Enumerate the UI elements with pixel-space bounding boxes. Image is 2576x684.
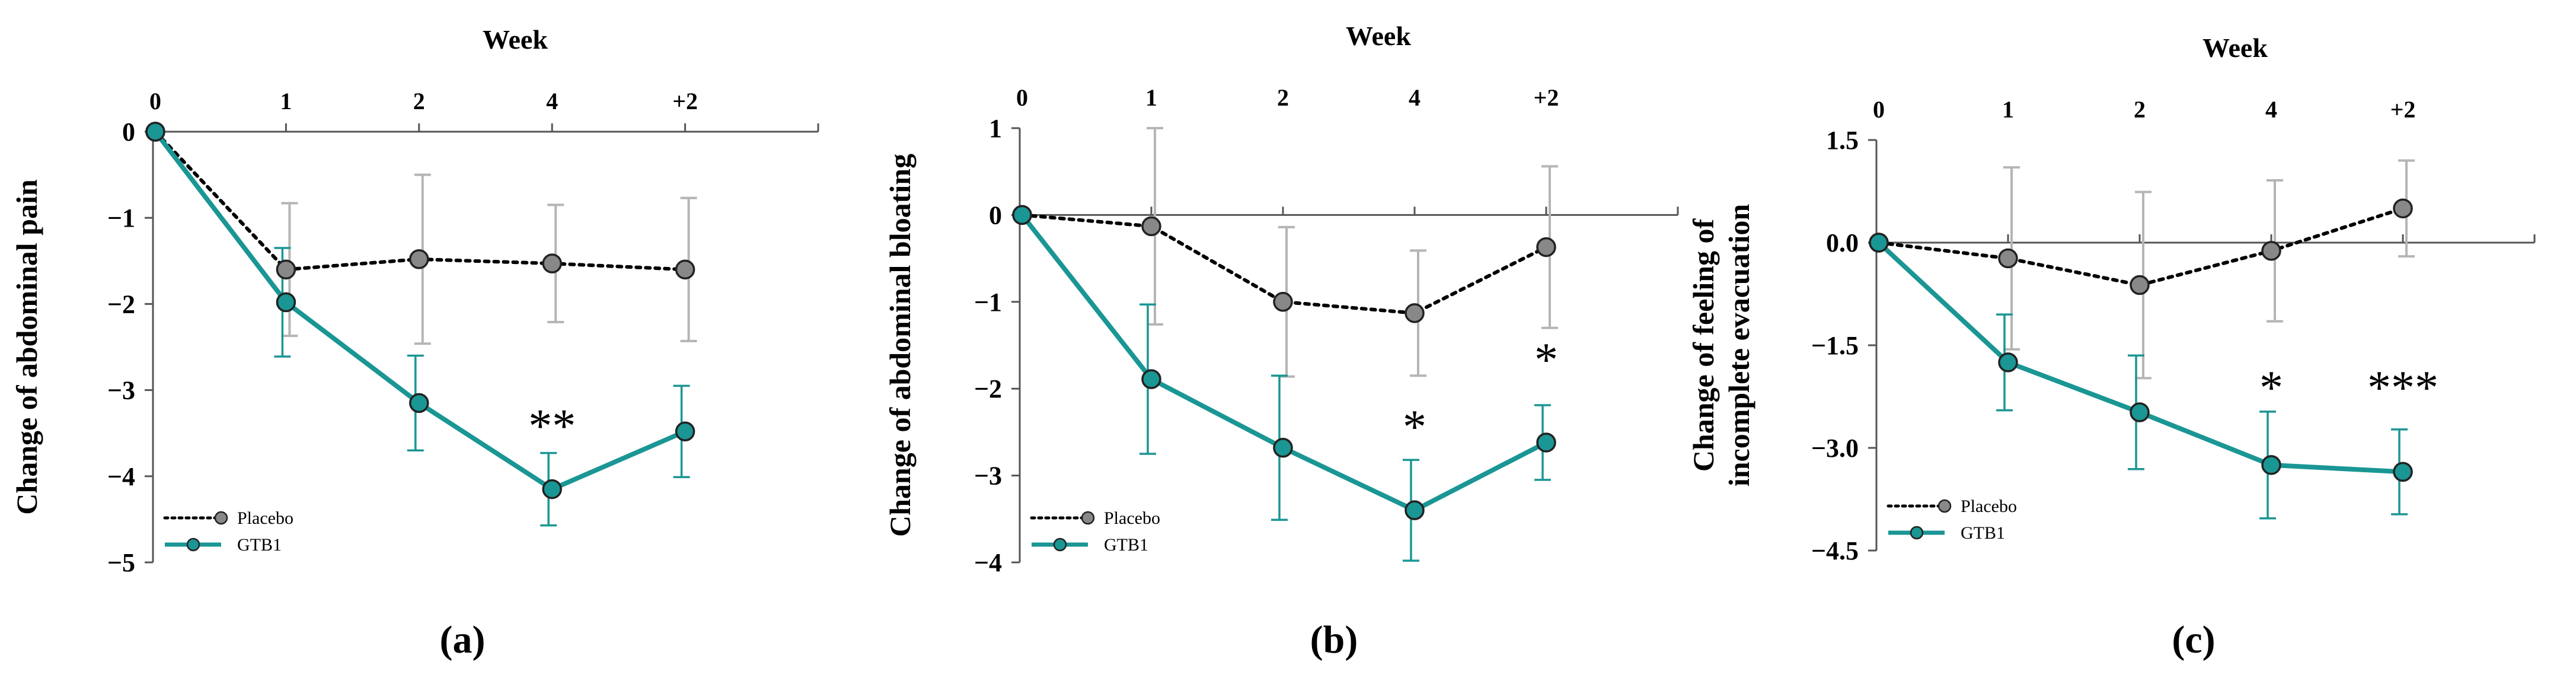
significance-marker: ***	[2367, 362, 2438, 414]
x-tick-label: 4	[2265, 96, 2277, 123]
x-tick-label: 4	[546, 88, 558, 114]
x-tick-label: 1	[280, 88, 292, 114]
data-point-gtb1	[1998, 352, 2018, 373]
x-tick-label: 0	[1016, 84, 1028, 111]
legend-label: Placebo	[1104, 508, 1160, 528]
y-tick-label: −1	[107, 203, 135, 233]
legend: Placebo GTB1	[1886, 497, 2017, 543]
series-line-placebo	[1020, 213, 1548, 315]
y-axis-label: Change of abdominal bloating	[883, 154, 917, 537]
data-point-gtb1	[1141, 369, 1161, 389]
series-line-placebo	[1877, 206, 2405, 287]
y-tick-label: 0	[122, 117, 135, 147]
data-point-gtb1	[2261, 455, 2281, 475]
y-tick-label: −2	[107, 289, 135, 319]
x-tick-label: 0	[1873, 96, 1885, 123]
x-tick-label: 4	[1409, 84, 1421, 111]
y-tick-label: −1	[974, 288, 1002, 317]
y-tick-label: −2	[974, 374, 1002, 403]
y-axis-label: incomplete evacuation	[1722, 204, 1755, 487]
x-tick-label: 0	[149, 88, 161, 114]
chart-title: Week	[1346, 21, 1411, 51]
data-point-placebo	[542, 253, 562, 273]
chart-panel-c: 1.5 0.0 −1.5 −3.0 −4.5 0 1 2 4 +2 Week Change of fe…	[1687, 33, 2536, 661]
significance-marker: *	[1403, 401, 1426, 453]
x-tick-label: +2	[672, 88, 698, 114]
data-point-gtb1	[2393, 462, 2413, 482]
panel-label: (b)	[1310, 618, 1358, 661]
data-point-gtb1	[1404, 500, 1425, 520]
legend-marker-placebo	[1937, 499, 1952, 513]
y-tick-label: −3	[107, 376, 135, 405]
x-tick-label: +2	[2390, 96, 2416, 123]
y-tick-label: −4.5	[1811, 536, 1859, 565]
legend-marker-placebo	[214, 511, 228, 525]
y-tick-label: 0	[989, 201, 1002, 230]
x-tick-label: 2	[1277, 84, 1289, 111]
panel-label: (a)	[440, 618, 486, 661]
y-tick-label: −3	[974, 462, 1002, 491]
data-point-gtb1	[2130, 402, 2150, 422]
data-point-gtb1	[145, 122, 165, 142]
legend-marker-placebo	[1081, 511, 1095, 525]
legend-marker-gtb1	[1053, 537, 1067, 552]
y-tick-label: 1.5	[1826, 126, 1859, 155]
data-point-placebo	[2393, 198, 2413, 219]
y-tick-label: −4	[107, 462, 135, 491]
data-point-gtb1	[276, 292, 296, 313]
data-point-gtb1	[1869, 233, 1889, 253]
chart-panel-a: 0 −1 −2 −3 −4 −5 0 1 2 4 +2 Week Change of abdominal…	[10, 24, 819, 661]
series-line-placebo	[154, 130, 687, 272]
data-point-gtb1	[1273, 438, 1293, 458]
legend-label: Placebo	[237, 508, 293, 528]
legend: Placebo GTB1	[163, 508, 293, 555]
y-tick-label: 0.0	[1826, 228, 1859, 257]
legend-label: GTB1	[237, 535, 282, 555]
y-axis-label: Change of abdominal pain	[10, 179, 43, 515]
y-tick-label: −1.5	[1811, 331, 1859, 360]
y-tick-label: −3.0	[1811, 434, 1859, 463]
significance-marker: *	[2259, 362, 2283, 414]
legend-label: GTB1	[1961, 523, 2005, 543]
data-point-placebo	[1273, 292, 1293, 312]
y-tick-label: −5	[107, 548, 135, 577]
legend: Placebo GTB1	[1030, 508, 1160, 555]
data-point-placebo	[1404, 303, 1425, 323]
data-point-placebo	[2130, 275, 2150, 295]
series-line-gtb1	[1020, 213, 1547, 513]
data-point-gtb1	[409, 393, 429, 413]
data-point-placebo	[1998, 248, 2018, 269]
x-tick-label: 1	[2002, 96, 2014, 123]
data-point-placebo	[276, 259, 296, 280]
data-point-placebo	[1536, 237, 1556, 257]
significance-marker: **	[528, 400, 576, 453]
panel-label: (c)	[2172, 618, 2215, 661]
x-tick-label: 1	[1145, 84, 1157, 111]
legend-label: GTB1	[1104, 535, 1148, 555]
data-point-gtb1	[542, 479, 562, 500]
legend-marker-gtb1	[186, 537, 200, 552]
chart-title: Week	[483, 24, 548, 55]
y-axis-label: Change of feeling of	[1687, 218, 1720, 472]
significance-marker: *	[1534, 334, 1558, 386]
series-line-gtb1	[153, 130, 687, 492]
data-point-gtb1	[675, 421, 695, 442]
x-tick-label: +2	[1534, 84, 1559, 111]
data-point-placebo	[409, 249, 429, 269]
y-tick-label: 1	[989, 114, 1002, 143]
x-tick-label: 2	[2134, 96, 2146, 123]
x-tick-label: 2	[413, 88, 425, 114]
data-point-placebo	[675, 259, 695, 280]
y-tick-label: −4	[974, 548, 1002, 577]
legend-label: Placebo	[1961, 497, 2017, 516]
data-point-gtb1	[1012, 205, 1032, 225]
data-point-placebo	[1141, 216, 1161, 237]
data-point-placebo	[2261, 241, 2281, 261]
legend-marker-gtb1	[1910, 526, 1924, 540]
data-point-gtb1	[1536, 432, 1556, 453]
chart-title: Week	[2202, 33, 2268, 63]
